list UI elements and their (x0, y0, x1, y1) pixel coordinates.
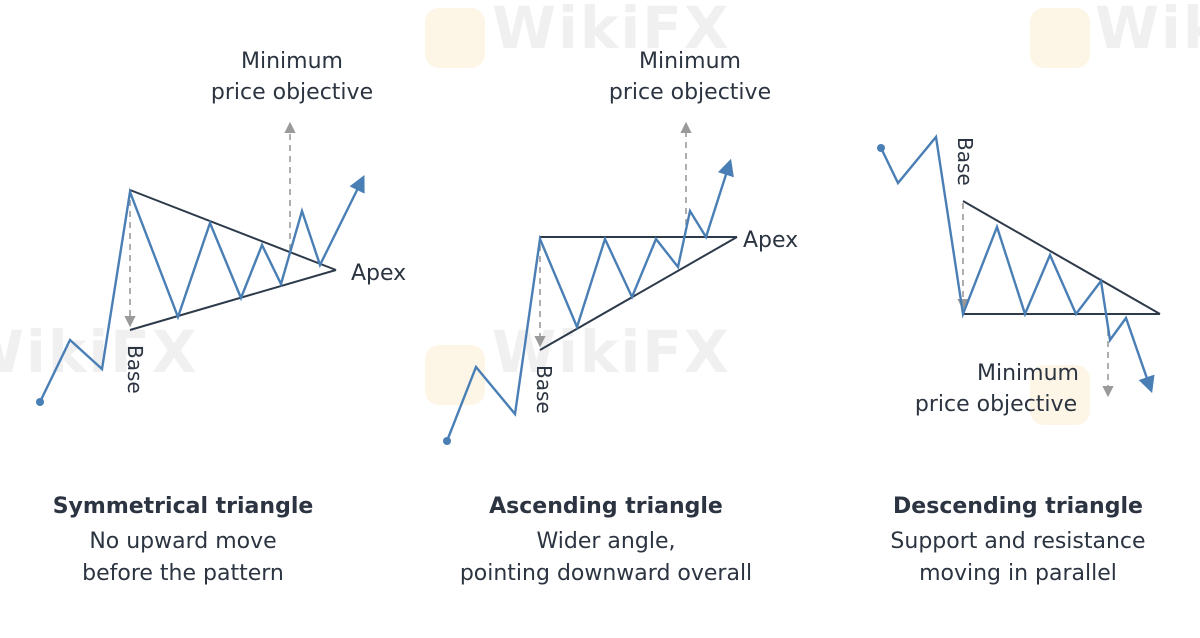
resistance-line (962, 200, 1161, 315)
caption-desc-line1: Wider angle, (536, 529, 676, 554)
caption-desc-line1: No upward move (89, 529, 277, 554)
caption-desc-line1: Support and resistance (890, 529, 1146, 554)
support-line (129, 269, 337, 331)
panel-symmetrical: Minimum price objective Apex Base (36, 49, 406, 406)
caption-symmetrical: Symmetrical triangle No upward move befo… (33, 492, 333, 590)
apex-label: Apex (351, 261, 406, 286)
caption-title: Ascending triangle (489, 494, 723, 519)
price-path (38, 174, 365, 403)
base-label: Base (532, 365, 556, 414)
target-label-line1: Minimum (977, 361, 1079, 386)
target-label-line2: price objective (609, 80, 771, 105)
caption-title: Symmetrical triangle (52, 494, 314, 519)
price-start-dot (443, 437, 451, 445)
watermark-text: WikiFX (1095, 0, 1200, 62)
caption-desc-line2: moving in parallel (919, 561, 1117, 586)
base-label: Base (953, 137, 977, 186)
price-start-dot (36, 398, 44, 406)
caption-desc-line2: pointing downward overall (459, 561, 753, 586)
target-label-line2: price objective (211, 80, 373, 105)
price-path (879, 134, 1155, 394)
caption-title: Descending triangle (893, 494, 1143, 519)
target-label-line1: Minimum (241, 49, 343, 74)
target-label-line1: Minimum (639, 49, 741, 74)
apex-label: Apex (743, 228, 798, 253)
caption-ascending: Ascending triangle Wider angle, pointing… (431, 492, 781, 590)
base-label: Base (123, 345, 147, 394)
target-label-line2: price objective (915, 392, 1077, 417)
watermark-logo (425, 345, 485, 405)
caption-descending: Descending triangle Support and resistan… (858, 492, 1178, 590)
caption-desc-line2: before the pattern (82, 561, 284, 586)
panel-descending: Minimum price objective Base (877, 134, 1161, 417)
price-start-dot (877, 144, 885, 152)
price-path (445, 158, 734, 442)
watermark-logo (425, 8, 485, 68)
watermark-text: WikiFX (0, 318, 199, 386)
watermark-text: WikiFX (492, 318, 731, 386)
support-line (539, 236, 738, 351)
watermark-logo (1030, 8, 1090, 68)
watermark-text: WikiFX (492, 0, 731, 62)
watermark-logo (1030, 365, 1090, 425)
resistance-line (129, 189, 337, 271)
panel-ascending: Minimum price objective Apex Base (443, 49, 798, 445)
